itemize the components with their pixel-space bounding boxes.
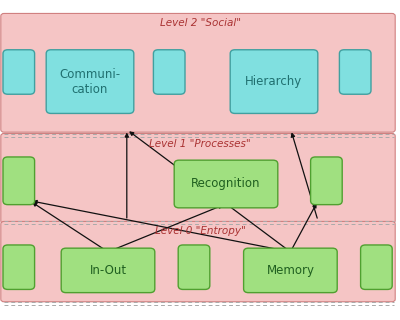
- Text: Level 1 "Processes": Level 1 "Processes": [149, 139, 251, 149]
- FancyBboxPatch shape: [46, 50, 134, 113]
- FancyBboxPatch shape: [174, 160, 278, 208]
- Text: In-Out: In-Out: [90, 264, 126, 277]
- Text: Level 0 "Entropy": Level 0 "Entropy": [155, 226, 245, 236]
- Text: Communi-
cation: Communi- cation: [60, 68, 120, 96]
- Text: Recognition: Recognition: [191, 178, 261, 190]
- FancyBboxPatch shape: [1, 133, 395, 223]
- FancyBboxPatch shape: [1, 221, 395, 302]
- FancyBboxPatch shape: [3, 245, 34, 289]
- FancyBboxPatch shape: [310, 157, 342, 205]
- FancyBboxPatch shape: [3, 50, 34, 94]
- FancyBboxPatch shape: [361, 245, 392, 289]
- FancyBboxPatch shape: [153, 50, 185, 94]
- Text: Level 2 "Social": Level 2 "Social": [160, 18, 240, 28]
- FancyBboxPatch shape: [1, 13, 395, 132]
- FancyBboxPatch shape: [61, 248, 155, 292]
- FancyBboxPatch shape: [178, 245, 210, 289]
- FancyBboxPatch shape: [340, 50, 371, 94]
- FancyBboxPatch shape: [230, 50, 318, 113]
- FancyBboxPatch shape: [244, 248, 337, 292]
- FancyBboxPatch shape: [3, 157, 34, 205]
- Text: Memory: Memory: [266, 264, 314, 277]
- Text: Hierarchy: Hierarchy: [245, 75, 303, 88]
